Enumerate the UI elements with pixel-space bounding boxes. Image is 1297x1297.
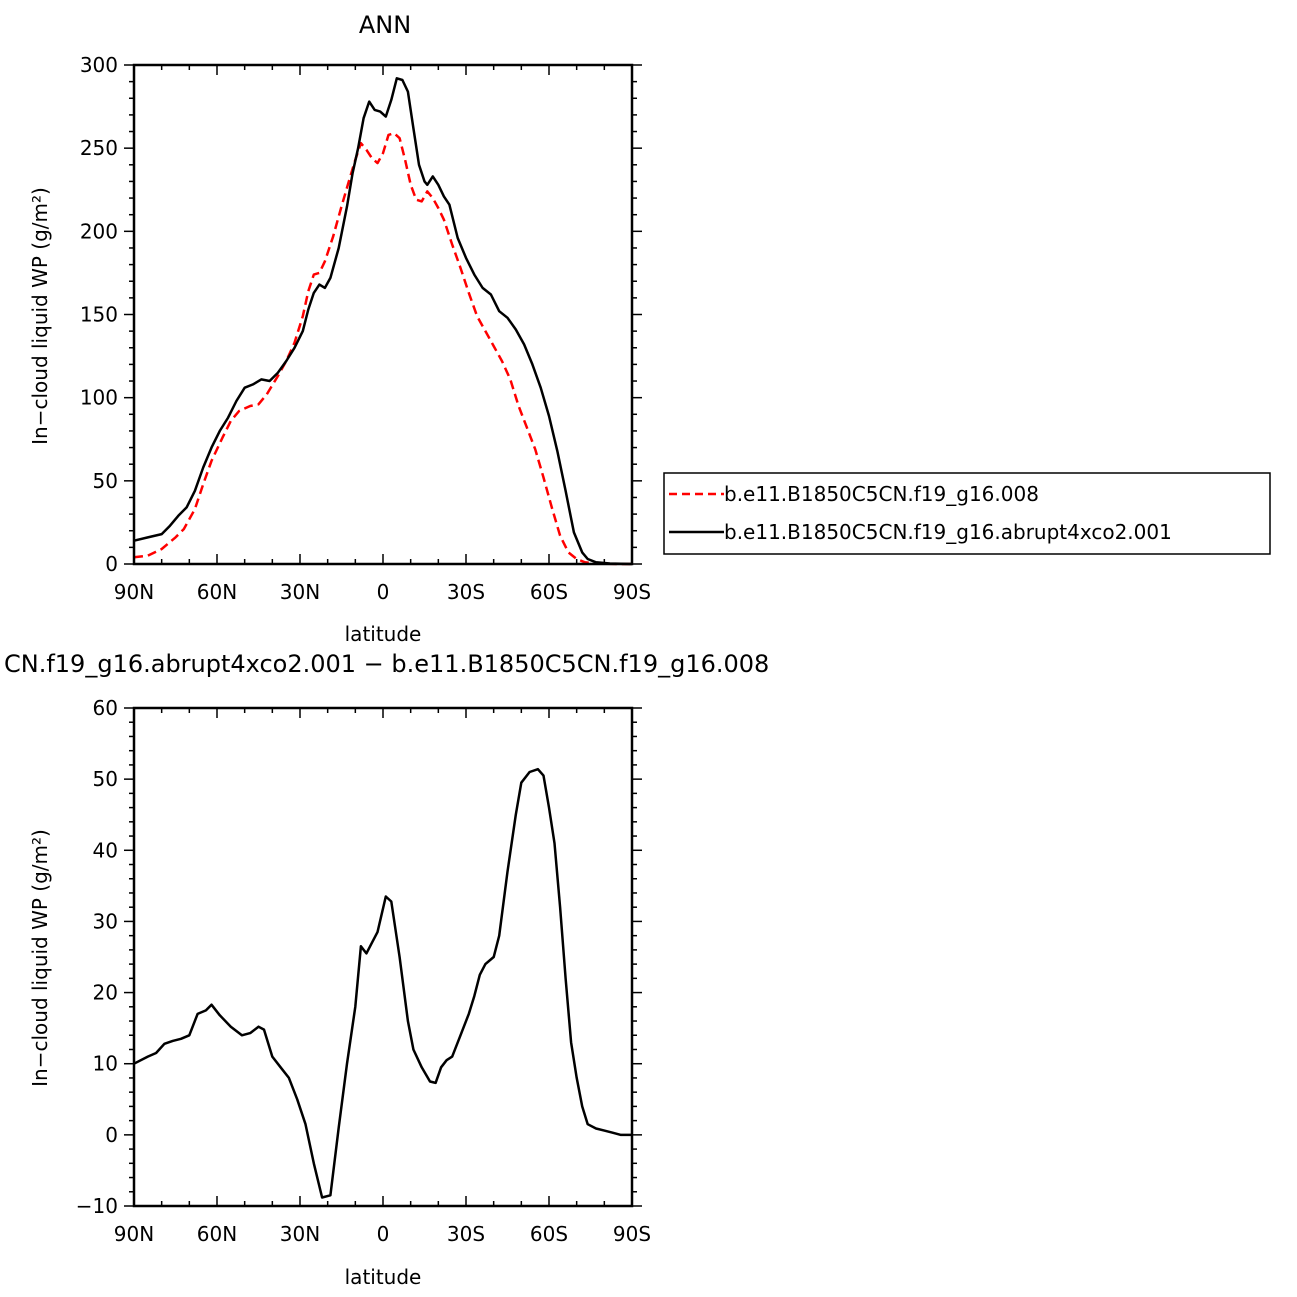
top-x-tick-label: 30S: [447, 580, 485, 604]
top-panel: ANN 90N 60N 30N 0 30S 60S 90S 0 50 100 150 200 250 3…: [28, 11, 651, 646]
bottom-y-tick-label: 10: [93, 1052, 118, 1076]
bottom-series-group: [133, 767, 632, 1199]
top-y-tick-labels: 0 50 100 150 200 250 300: [80, 53, 118, 576]
bottom-panel: CN.f19_g16.abrupt4xco2.001 − b.e11.B1850…: [4, 650, 769, 1289]
bottom-y-tick-labels: −10 0 10 20 30 40 50 60: [76, 696, 118, 1218]
bottom-y-axis-label: In−cloud liquid WP (g/m²): [28, 829, 52, 1087]
top-x-tick-labels: 90N 60N 30N 0 30S 60S 90S: [114, 580, 651, 604]
top-y-tick-label: 100: [80, 386, 118, 410]
top-y-tick-label: 300: [80, 53, 118, 77]
legend-label-4xco2: b.e11.B1850C5CN.f19_g16.abrupt4xco2.001: [724, 520, 1172, 544]
top-x-tick-label: 90S: [613, 580, 651, 604]
legend: b.e11.B1850C5CN.f19_g16.008 b.e11.B1850C…: [663, 472, 1271, 555]
top-chart-title: ANN: [359, 11, 411, 39]
bottom-series-line-0: [133, 767, 632, 1199]
bottom-y-tick-label: 50: [93, 767, 118, 791]
bottom-y-tick-label: 0: [105, 1123, 118, 1147]
top-plot-frame: [132, 63, 634, 566]
bottom-y-tick-label: 40: [93, 838, 118, 862]
top-x-tick-label: 60N: [197, 580, 237, 604]
legend-label-control: b.e11.B1850C5CN.f19_g16.008: [724, 482, 1039, 506]
bottom-plot-frame: [132, 706, 634, 1208]
top-series-group: [133, 77, 633, 566]
bottom-x-tick-label: 0: [377, 1222, 390, 1246]
top-y-tick-label: 200: [80, 219, 118, 243]
bottom-x-tick-label: 90N: [114, 1222, 154, 1246]
top-y-tick-label: 250: [80, 136, 118, 160]
bottom-x-tick-label: 60S: [530, 1222, 568, 1246]
top-y-tick-label: 0: [105, 552, 118, 576]
bottom-y-tick-label: −10: [76, 1194, 118, 1218]
top-series-line-1: [133, 77, 633, 566]
top-y-axis-label: In−cloud liquid WP (g/m²): [28, 187, 52, 445]
top-x-tick-label: 90N: [114, 580, 154, 604]
bottom-chart-title: CN.f19_g16.abrupt4xco2.001 − b.e11.B1850…: [4, 650, 769, 678]
top-y-tick-label: 50: [93, 469, 118, 493]
bottom-y-tick-label: 30: [93, 909, 118, 933]
bottom-x-tick-label: 30S: [447, 1222, 485, 1246]
top-x-axis-label: latitude: [345, 622, 422, 646]
bottom-x-tick-label: 30N: [280, 1222, 320, 1246]
top-x-tick-label: 0: [377, 580, 390, 604]
bottom-y-tick-label: 60: [93, 696, 118, 720]
top-x-tick-label: 30N: [280, 580, 320, 604]
top-x-tick-label: 60S: [530, 580, 568, 604]
bottom-x-tick-label: 90S: [613, 1222, 651, 1246]
legend-box: [663, 472, 1271, 555]
bottom-x-tick-label: 60N: [197, 1222, 237, 1246]
top-y-tick-label: 150: [80, 303, 118, 327]
bottom-y-tick-label: 20: [93, 981, 118, 1005]
bottom-x-axis-label: latitude: [345, 1265, 422, 1289]
bottom-x-tick-labels: 90N 60N 30N 0 30S 60S 90S: [114, 1222, 651, 1246]
top-series-line-0: [133, 131, 632, 566]
